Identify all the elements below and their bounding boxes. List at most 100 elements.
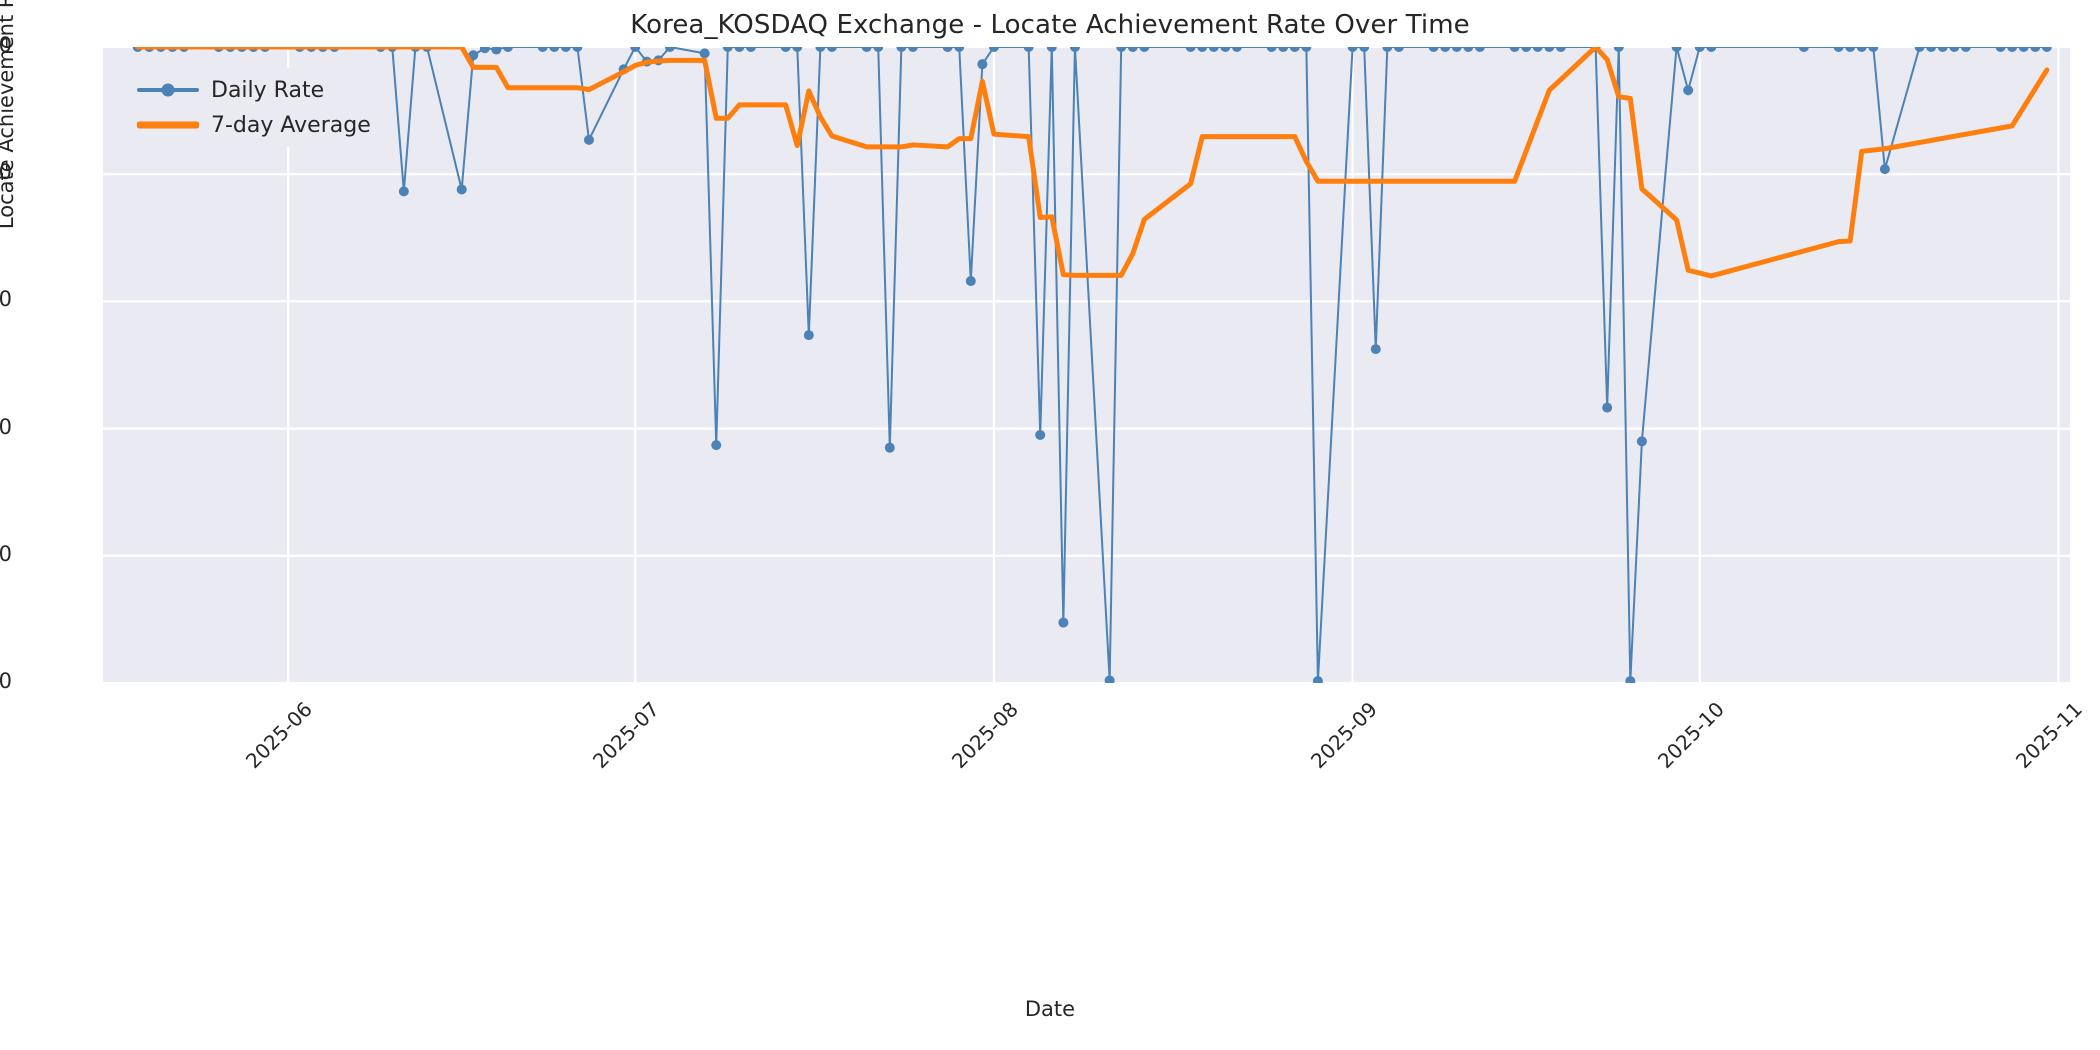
legend-label-seven-day-average: 7-day Average [211,112,371,138]
data-point-marker [630,47,641,52]
data-point-marker [1046,47,1057,52]
legend-item-seven-day-average[interactable]: 7-day Average [137,112,371,138]
data-point-marker [1301,47,1312,52]
data-point-marker [896,47,907,52]
data-point-marker [815,47,826,52]
data-point-marker [780,47,791,52]
data-point-marker [1833,47,1844,52]
data-point-marker [1104,675,1115,683]
data-point-marker [907,47,918,52]
x-axis-tick-label: 2025-09 [1305,697,1382,774]
grid-lines [103,47,2070,683]
data-point-marker [1521,47,1532,52]
data-point-marker [988,47,999,52]
data-point-marker [1023,47,1034,52]
data-point-marker [1602,402,1613,413]
data-point-marker [1625,676,1636,683]
data-point-marker [1382,47,1393,52]
data-point-marker [664,47,675,52]
series-line-daily-rate [136,47,2048,683]
data-point-marker [942,47,953,52]
data-series-layer [132,47,2052,683]
plot-area [103,47,2070,683]
data-point-marker [1393,47,1404,52]
data-point-marker [1856,47,1867,52]
y-axis-tick-label: 40 [0,414,12,439]
data-point-marker [398,186,409,197]
x-axis-tick-label: 2025-06 [241,697,318,774]
data-point-marker [1926,47,1937,52]
data-point-marker [884,442,895,453]
data-point-marker [572,47,583,52]
data-point-marker [537,47,548,52]
data-point-marker [1440,47,1451,52]
data-point-marker [1694,47,1705,52]
data-point-marker [491,47,502,55]
legend-label-daily-rate: Daily Rate [211,77,325,103]
data-point-marker [861,47,872,52]
data-point-marker [583,134,594,145]
data-point-marker [1208,47,1219,52]
y-axis-tick-label: 0 [0,669,12,693]
legend-item-daily-rate[interactable]: Daily Rate [137,77,371,103]
data-point-marker [873,47,884,52]
data-point-marker [1463,47,1474,52]
data-point-marker [1683,85,1694,96]
data-point-marker [1058,617,1069,628]
data-point-marker [1509,47,1520,52]
data-point-marker [1995,47,2006,52]
data-point-marker [954,47,965,52]
data-point-marker [456,184,467,195]
data-point-marker [1451,47,1462,52]
data-point-marker [2030,47,2041,52]
data-point-marker [1347,47,1358,52]
data-point-marker [1231,47,1242,52]
data-point-marker [1266,47,1277,52]
data-point-marker [1069,47,1080,52]
data-point-marker [734,47,745,52]
data-point-marker [1278,47,1289,52]
data-point-marker [1127,47,1138,52]
data-point-marker [722,47,733,52]
data-point-marker [711,440,722,451]
data-point-marker [1185,47,1196,52]
data-point-marker [1289,47,1300,52]
data-point-marker [1914,47,1925,52]
data-point-marker [1220,47,1231,52]
y-axis-tick-label: 100 [0,33,12,57]
data-point-marker [792,47,803,52]
x-axis-tick-label: 2025-10 [1652,697,1729,774]
data-point-marker [2007,47,2018,52]
data-point-marker [1868,47,1879,52]
data-point-marker [803,330,814,341]
data-point-marker [699,48,710,59]
y-axis-tick-label: 60 [0,287,12,312]
legend-swatch-daily-rate [137,83,199,97]
data-point-marker [1706,47,1717,52]
data-point-marker [826,47,837,52]
data-point-marker [1139,47,1150,52]
data-point-marker [1116,47,1127,52]
data-point-marker [1949,47,1960,52]
data-point-marker [1960,47,1971,52]
data-point-marker [977,59,988,70]
x-axis-tick-label: 2025-08 [946,697,1023,774]
data-point-marker [549,47,560,52]
data-point-marker [1937,47,1948,52]
legend-swatch-seven-day-average [137,118,199,132]
data-point-marker [1197,47,1208,52]
data-point-marker [1035,429,1046,440]
data-point-marker [1879,164,1890,175]
chart-title: Korea_KOSDAQ Exchange - Locate Achieveme… [630,10,1470,40]
data-point-marker [479,47,490,54]
y-axis-tick-label: 80 [0,160,12,185]
data-point-marker [1613,47,1624,52]
data-point-marker [2018,47,2029,52]
chart-legend: Daily Rate 7-day Average [127,68,385,147]
data-point-marker [1359,47,1370,52]
data-point-marker [1671,47,1682,52]
x-axis-tick-label: 2025-11 [2011,697,2088,774]
data-point-marker [1798,47,1809,52]
x-axis-label: Date [1024,997,1076,1021]
